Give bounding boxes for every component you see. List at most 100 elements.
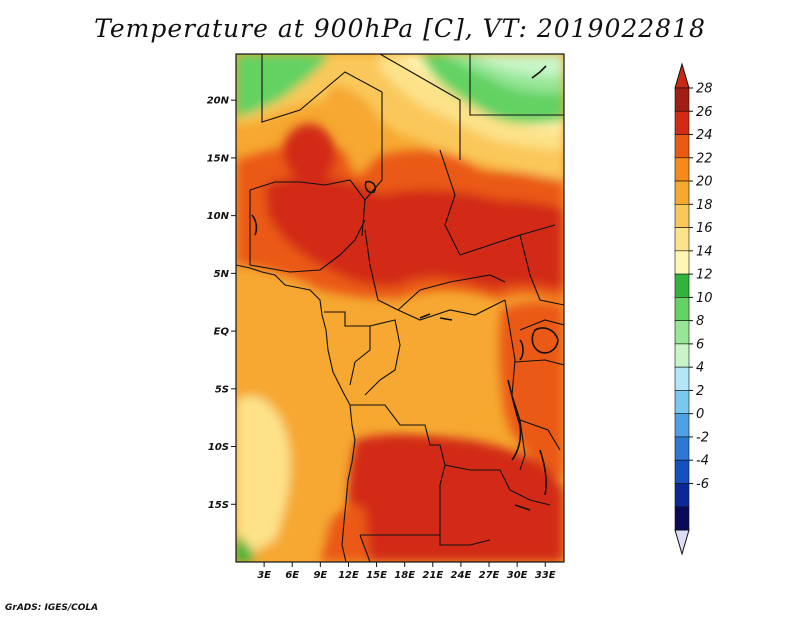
field-region-26-north — [265, 176, 564, 290]
boundary-niger-libya-chad — [361, 92, 383, 237]
lon-tick-label: 9E — [313, 570, 327, 581]
lat-tick-label: 20N — [207, 96, 230, 107]
colorbar-label: 18 — [696, 198, 713, 213]
lake-malawi — [539, 449, 547, 496]
colorbar-swatch — [674, 227, 690, 252]
field-region-26-northwest — [283, 123, 336, 181]
boundary-namibia-south — [359, 534, 371, 562]
colorbar-label: 2 — [696, 384, 704, 399]
colorbar-swatch — [674, 157, 690, 182]
colorbar-swatch — [674, 87, 690, 112]
colorbar-swatch — [674, 134, 690, 159]
colorbar-label: 26 — [696, 105, 713, 120]
boundary-chad-sudan — [439, 149, 461, 256]
political-boundaries — [236, 54, 564, 562]
colorbar-swatch — [674, 110, 690, 135]
colorbar-swatch — [674, 366, 690, 391]
colorbar-swatch — [674, 436, 690, 461]
lat-tick-label: 5N — [214, 269, 230, 280]
boundary-car-drc — [397, 299, 506, 321]
colorbar-swatch — [674, 459, 690, 484]
lat-tick-label: 10N — [207, 211, 230, 222]
latitude-axis: 20N 15N 10N 5N EQ 5S 10S 15S — [207, 96, 236, 511]
colorbar-upper-arrow — [674, 62, 690, 89]
boundary-egypt-sudan — [469, 54, 564, 116]
colorbar-swatch — [674, 273, 690, 298]
lake-tanganyika — [507, 379, 522, 461]
boundary-zambia-east — [499, 469, 551, 506]
colorbar-label: 22 — [696, 151, 713, 166]
lake-albert — [519, 339, 524, 361]
boundary-angola-north — [350, 404, 500, 471]
colorbar-label: 24 — [696, 128, 713, 143]
colorbar-label: 20 — [696, 175, 713, 190]
field-region-22-central — [333, 298, 511, 427]
colorbar-label: 6 — [696, 337, 704, 352]
field-region-24-east — [498, 301, 564, 480]
boundary-car-north — [397, 274, 506, 311]
colorbar-label: 28 — [696, 82, 713, 97]
colorbar-swatch — [674, 180, 690, 205]
field-region-12-southwest-corner — [236, 535, 256, 562]
boundary-nigeria-north — [249, 179, 366, 201]
colorbar-swatch — [674, 297, 690, 321]
lon-tick-label: 30E — [507, 570, 528, 581]
lon-tick-label: 27E — [479, 570, 500, 581]
lat-tick-label: 5S — [215, 384, 229, 395]
lon-tick-label: 15E — [366, 570, 387, 581]
boundary-angola-zambia — [439, 464, 491, 546]
colorbar-swatch — [674, 343, 690, 368]
colorbar-label: 14 — [696, 244, 713, 259]
boundary-algeria-niger — [261, 54, 383, 123]
colorbar-lower-arrow — [674, 529, 690, 556]
colorbar-swatch — [674, 390, 690, 414]
lon-tick-label: 21E — [422, 570, 443, 581]
colorbar-swatch — [674, 204, 690, 228]
lakes — [251, 65, 559, 511]
colorbar-label: 0 — [696, 407, 704, 422]
lat-tick-label: EQ — [214, 327, 230, 338]
credit-label: GrADS: IGES/COLA — [5, 603, 99, 613]
boundary-nigeria-south — [249, 190, 341, 273]
lat-tick-label: 10S — [208, 442, 229, 453]
boundary-libya-egypt — [379, 54, 461, 160]
lon-tick-label: 6E — [285, 570, 299, 581]
colorbar-label: -2 — [696, 430, 709, 445]
field-region-24-south — [320, 504, 370, 562]
boundary-congo-drc — [364, 319, 401, 396]
lake-nasser — [531, 65, 547, 79]
colorbar-swatch — [674, 250, 690, 275]
boundary-cameroon-car — [364, 229, 399, 311]
colorbar-label: 10 — [696, 291, 713, 306]
map-title: Temperature at 900hPa [C], VT: 201902281… — [94, 14, 706, 43]
colorbar-label: 16 — [696, 221, 713, 236]
colorbar-swatch — [674, 320, 690, 345]
lon-tick-label: 24E — [451, 570, 472, 581]
colorbar-label: 12 — [696, 268, 713, 283]
field-region-12-north — [236, 54, 330, 118]
field-region-26-south — [347, 434, 564, 562]
lat-tick-label: 15N — [207, 153, 230, 164]
lake-victoria — [531, 327, 559, 354]
map-frame — [235, 53, 565, 563]
boundary-ethiopia — [519, 234, 564, 306]
colorbar-swatch — [674, 506, 690, 531]
boundary-sudan-southsudan — [459, 224, 556, 256]
colorbar-label: -4 — [696, 454, 709, 469]
boundary-nigeria-cameroon — [339, 219, 366, 256]
lon-tick-label: 12E — [338, 570, 359, 581]
lat-tick-label: 15S — [208, 500, 229, 511]
lon-tick-label: 33E — [535, 570, 556, 581]
colorbar-swatch — [674, 483, 690, 508]
lake-congo-small-1 — [419, 313, 431, 319]
longitude-axis: 3E 6E 9E 12E 15E 18E 21E 24E 27E 30E 33E — [257, 562, 556, 581]
boundary-uganda-tanzania — [514, 359, 564, 366]
boundary-uganda-kenya — [519, 319, 564, 331]
lake-kariba — [514, 504, 531, 511]
colorbar-label: 8 — [696, 314, 704, 329]
lake-chad — [364, 180, 377, 194]
field-region-20-north — [325, 85, 381, 175]
lon-tick-label: 3E — [257, 570, 271, 581]
